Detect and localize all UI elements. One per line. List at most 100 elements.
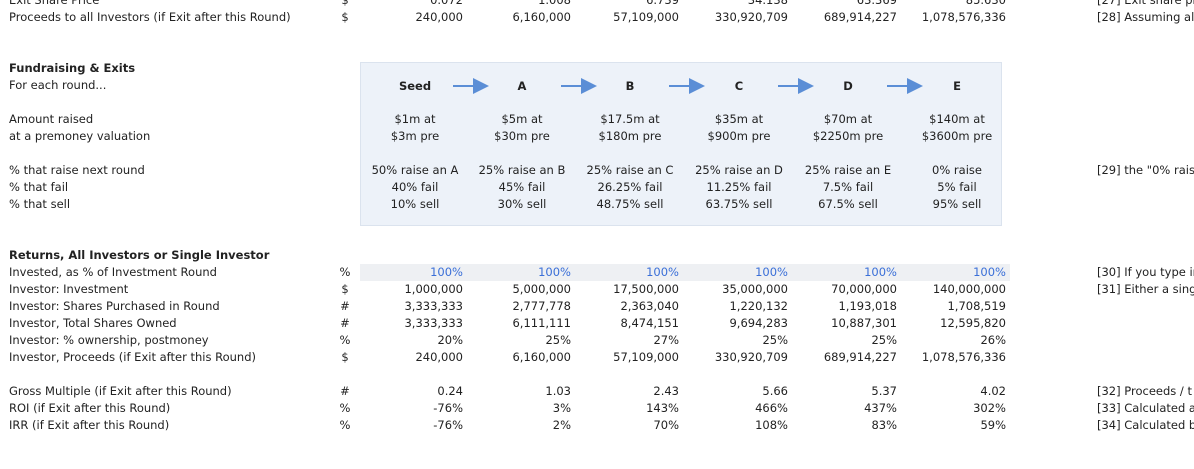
cell-value: 12,595,820 (940, 316, 1006, 330)
cell-value: 1.03 (545, 384, 571, 398)
cell-value: 57,109,000 (613, 10, 679, 24)
cell-value: 1,078,576,336 (921, 10, 1006, 24)
cell-value: 2,363,040 (620, 299, 679, 313)
cell-value: 330,920,709 (714, 10, 788, 24)
section-title: Returns, All Investors or Single Investo… (9, 248, 270, 262)
cell-value: 240,000 (415, 350, 463, 364)
cell-value: 302% (973, 401, 1006, 415)
cell-value: 1,078,576,336 (921, 350, 1006, 364)
stage-valuation: $180m pre (598, 129, 662, 143)
cell-value: 9,694,283 (729, 316, 788, 330)
cell-value: 6,160,000 (512, 350, 571, 364)
cell-value: 5.37 (871, 384, 897, 398)
unit: $ (341, 0, 349, 7)
cell-value: 1,220,132 (729, 299, 788, 313)
cell-value: 25% (545, 333, 571, 347)
cell-value: 2.43 (653, 384, 679, 398)
stage-valuation: $3600m pre (921, 129, 993, 143)
cell-value: 26% (980, 333, 1006, 347)
cell-value: 57,109,000 (613, 350, 679, 364)
cell-value: 100% (755, 265, 788, 279)
cell-value: 10,887,301 (831, 316, 897, 330)
stage-sell: 67.5% sell (818, 197, 878, 211)
cell-value: 689,914,227 (823, 350, 897, 364)
cell-value: 330,920,709 (714, 350, 788, 364)
cell-value: 240,000 (415, 10, 463, 24)
stage-fail: 7.5% fail (822, 180, 874, 194)
stage-raise: 25% raise an E (804, 163, 892, 177)
cell-value: 143% (646, 401, 679, 415)
cell-value: 100% (538, 265, 571, 279)
stage-sell: 95% sell (932, 197, 982, 211)
cell-value: 6,111,111 (512, 316, 571, 330)
cell-value: 2,777,778 (512, 299, 571, 313)
note: [29] the "0% rais (1097, 163, 1194, 177)
stage-raise: 25% raise an C (586, 163, 674, 177)
note: [28] Assuming al (1097, 10, 1194, 24)
cell-value: 3% (552, 401, 571, 415)
cell-value: 2% (552, 418, 571, 432)
stage-fail: 11.25% fail (706, 180, 772, 194)
note: [30] If you type ir (1097, 265, 1194, 279)
cell-value: 5,000,000 (512, 282, 571, 296)
cell-value: 0.072 (430, 0, 463, 7)
cell-value: 27% (653, 333, 679, 347)
note: [27] Exit share pr (1097, 0, 1194, 7)
unit: # (340, 384, 350, 398)
stage-amount: $17.5m at (600, 112, 660, 126)
row-label: % that fail (9, 180, 69, 194)
section-subtitle: For each round... (9, 78, 107, 92)
note: [32] Proceeds / t (1097, 384, 1192, 398)
stage-valuation: $30m pre (494, 129, 550, 143)
stage-amount: $5m at (501, 112, 543, 126)
stage-raise: 25% raise an D (695, 163, 783, 177)
cell-value: 466% (755, 401, 788, 415)
cell-value: 34.138 (747, 0, 788, 7)
row-label: Investor, Total Shares Owned (9, 316, 177, 330)
cell-value: -76% (433, 401, 463, 415)
stage-fail: 45% fail (498, 180, 546, 194)
row-label: Investor, Proceeds (if Exit after this R… (9, 350, 256, 364)
row-label: Gross Multiple (if Exit after this Round… (9, 384, 232, 398)
row-label: Proceeds to all Investors (if Exit after… (9, 10, 291, 24)
cell-value: 100% (646, 265, 679, 279)
unit: % (339, 401, 351, 415)
unit: # (340, 316, 350, 330)
stage-raise: 0% raise (932, 163, 982, 177)
row-label: Exit Share Price (9, 0, 100, 7)
stage-sell: 30% sell (497, 197, 547, 211)
unit: $ (341, 350, 349, 364)
cell-value: -76% (433, 418, 463, 432)
cell-value: 59% (980, 418, 1006, 432)
cell-value: 6,160,000 (512, 10, 571, 24)
section-title: Fundraising & Exits (9, 61, 136, 75)
cell-value: 5.66 (762, 384, 788, 398)
stage-name: D (843, 79, 853, 93)
unit: $ (341, 10, 349, 24)
stage-fail: 26.25% fail (597, 180, 663, 194)
stage-amount: $35m at (714, 112, 764, 126)
cell-value: 6.739 (646, 0, 679, 7)
row-label: % that sell (9, 197, 71, 211)
stage-sell: 10% sell (390, 197, 440, 211)
stage-amount: $140m at (929, 112, 985, 126)
cell-value: 1,193,018 (838, 299, 897, 313)
row-label: IRR (if Exit after this Round) (9, 418, 170, 432)
note: [31] Either a sing (1097, 282, 1194, 296)
cell-value: 83% (871, 418, 897, 432)
cell-value: 8,474,151 (620, 316, 679, 330)
stage-raise: 25% raise an B (478, 163, 566, 177)
cell-value: 3,333,333 (404, 316, 463, 330)
note: [34] Calculated b (1097, 418, 1194, 432)
cell-value: 20% (437, 333, 463, 347)
cell-value: 25% (871, 333, 897, 347)
row-label: Investor: Investment (9, 282, 129, 296)
stage-raise: 50% raise an A (371, 163, 459, 177)
cell-value: 108% (755, 418, 788, 432)
cell-value: 689,914,227 (823, 10, 897, 24)
unit: % (339, 333, 351, 347)
unit: % (339, 265, 351, 279)
stage-valuation: $3m pre (390, 129, 440, 143)
cell-value: 17,500,000 (613, 282, 679, 296)
